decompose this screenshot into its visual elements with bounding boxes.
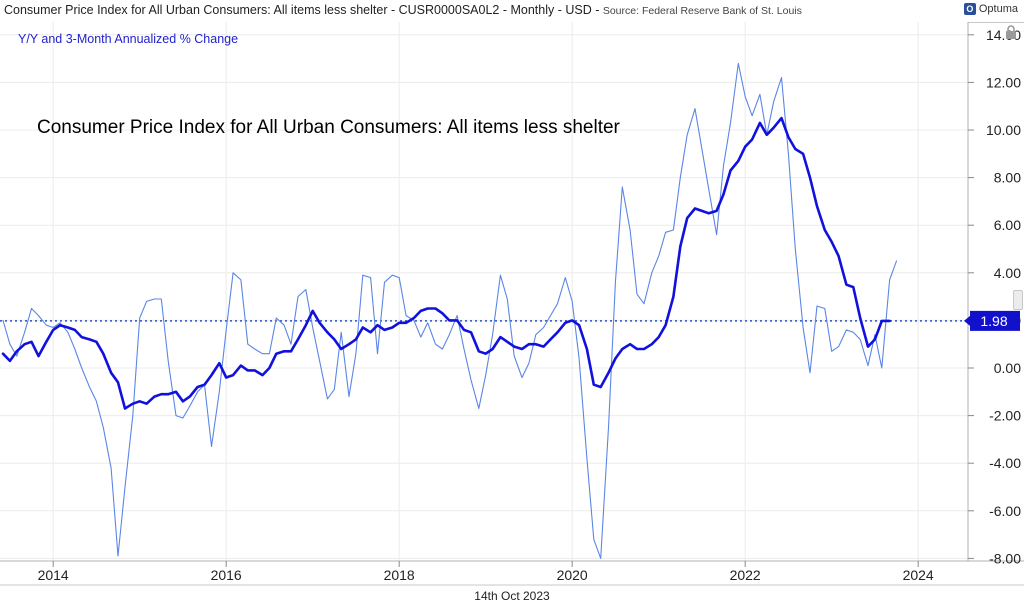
lock-icon[interactable] [1005,25,1017,39]
brand-name: Optuma [978,3,1018,15]
plot-area [0,22,968,561]
value-badge [970,310,1020,331]
y-tick-label: 0.00 [994,360,1021,376]
y-tick-label: -2.00 [989,408,1021,424]
brand: O Optuma [963,3,1018,15]
yoy-series-line [1,116,891,410]
y-tick-label: -6.00 [989,503,1021,519]
x-tick-label: 2024 [903,567,934,583]
x-tick-label: 2022 [730,567,761,583]
x-tick-label: 2014 [38,567,69,583]
x-tick-label: 2018 [384,567,415,583]
x-axis[interactable]: 2014 2016 2018 2020 2022 2024 [38,561,934,583]
date-label: 14th Oct 2023 [474,589,550,603]
y-tick-label: -4.00 [989,455,1021,471]
x-tick-label: 2020 [557,567,588,583]
y-tick-label: 6.00 [994,217,1021,233]
chart-overlay-title: Consumer Price Index for All Urban Consu… [37,117,620,138]
value-badge-group: 1.98 [964,310,1020,331]
optuma-logo-icon: O [963,3,976,15]
value-badge-label: 1.98 [980,313,1007,329]
y-tick-label: 10.00 [986,122,1021,138]
y-tick-label: 12.00 [986,74,1021,90]
y-tick-label: -8.00 [989,550,1021,566]
x-tick-label: 2016 [211,567,242,583]
chart-header-title: Consumer Price Index for All Urban Consu… [4,3,802,17]
source-label: Source: Federal Reserve Bank of St. Loui… [602,5,802,17]
y-tick-label: 4.00 [994,265,1021,281]
value-badge-pointer [964,315,970,326]
three-month-annualized-series-line [2,62,898,559]
y-tick-label: 8.00 [994,170,1021,186]
axis-scroll-handle[interactable] [1013,290,1023,310]
chart-subtitle: Y/Y and 3-Month Annualized % Change [18,32,239,46]
series-group [1,62,898,559]
